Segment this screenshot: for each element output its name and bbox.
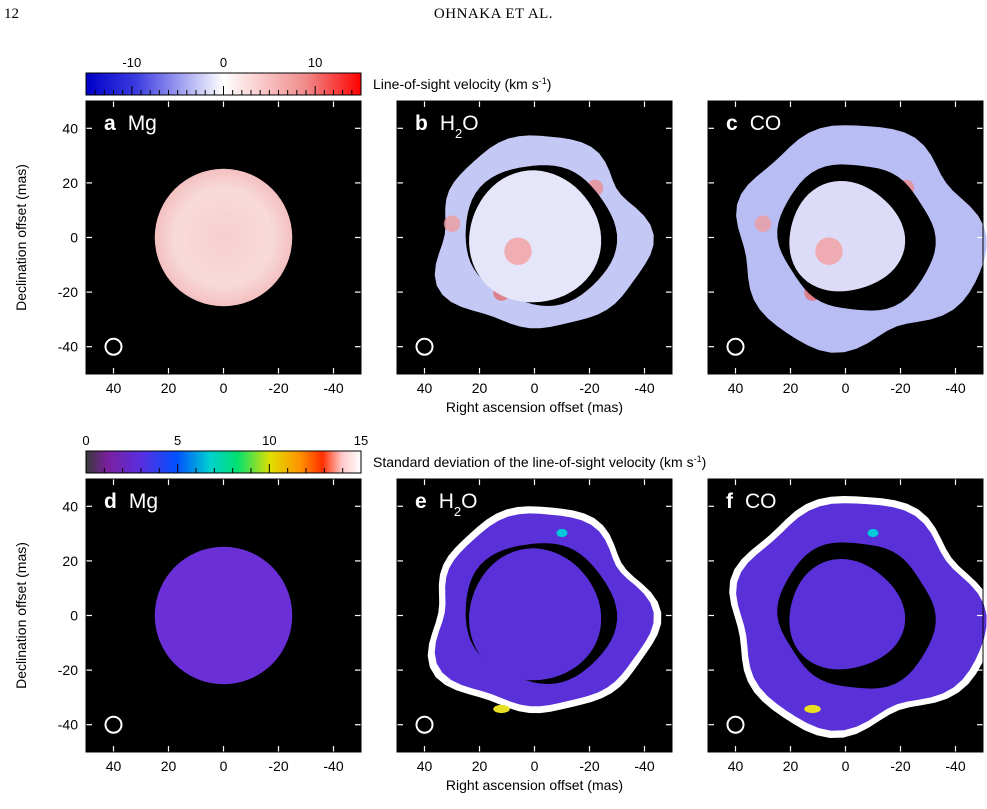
colorbar-tick-label: 0 bbox=[220, 55, 227, 70]
x-tick-label: 40 bbox=[106, 758, 122, 774]
y-tick-label: 0 bbox=[70, 608, 78, 624]
colorbar-velocity: -10 0 10 Line-of-sight velocity (km s-1) bbox=[85, 55, 551, 96]
beam-circle bbox=[726, 715, 745, 734]
velocity-feature bbox=[504, 237, 532, 265]
x-tick-label: -20 bbox=[890, 380, 910, 396]
x-tick-label: 0 bbox=[220, 758, 228, 774]
colorbar-tick-label: 0 bbox=[82, 433, 89, 448]
y-tick-label: -20 bbox=[58, 662, 78, 678]
colorbar-tick-label: 15 bbox=[354, 433, 368, 448]
stellar-disk bbox=[154, 546, 293, 685]
x-tick-label: 40 bbox=[106, 380, 122, 396]
colorbar-tick-label: -10 bbox=[122, 55, 141, 70]
colorbar-gradient bbox=[85, 450, 362, 474]
panel-d: d Mg 40 20 0 -20 -40 40 20 0 -20 -40 bbox=[58, 478, 362, 774]
y-tick-label: 20 bbox=[62, 175, 78, 191]
x-tick-label: -40 bbox=[634, 758, 654, 774]
inner-disk bbox=[789, 559, 906, 670]
velocity-feature bbox=[815, 237, 843, 265]
x-tick-label: 20 bbox=[783, 380, 799, 396]
panel-f: f CO 40 20 0 -20 -40 bbox=[707, 478, 987, 774]
colorbar-tick-label: 5 bbox=[174, 433, 181, 448]
running-head: OHNAKA ET AL. bbox=[433, 6, 554, 22]
x-tick-label: -20 bbox=[890, 758, 910, 774]
sigma-feature bbox=[493, 704, 510, 714]
x-tick-label: 0 bbox=[220, 380, 228, 396]
panel-label: d Mg bbox=[104, 490, 158, 513]
beam-circle bbox=[104, 715, 123, 734]
colorbar-tick-label: 10 bbox=[262, 433, 276, 448]
colorbar-label: Line-of-sight velocity (km s-1) bbox=[373, 76, 551, 92]
x-tick-label: 40 bbox=[417, 758, 433, 774]
y-axis-label: Declination offset (mas) bbox=[13, 542, 29, 689]
panel-b: b H2O 40 20 0 -20 -40 bbox=[396, 100, 673, 396]
panel-label: f CO bbox=[726, 490, 777, 513]
panels: a Mg 40 20 0 -20 -40 40 20 0 -20 -40 b H2O 40 20 0 -20 -40… bbox=[13, 100, 987, 793]
inner-disk bbox=[789, 181, 906, 292]
x-tick-label: 40 bbox=[417, 380, 433, 396]
x-tick-label: -40 bbox=[323, 380, 343, 396]
colorbar-sigma: 0 5 10 15 Standard deviation of the line-of-… bbox=[82, 433, 706, 474]
x-tick-label: 20 bbox=[161, 380, 177, 396]
y-tick-label: 40 bbox=[62, 498, 78, 514]
panel-label: c CO bbox=[726, 112, 781, 135]
panel-label: e H2O bbox=[415, 490, 477, 519]
x-tick-label: 0 bbox=[842, 758, 850, 774]
velocity-feature bbox=[443, 215, 461, 232]
y-tick-label: -40 bbox=[58, 339, 78, 355]
x-tick-label: -20 bbox=[268, 380, 288, 396]
colorbar-label: Standard deviation of the line-of-sight … bbox=[373, 454, 706, 470]
panel-frame bbox=[396, 478, 673, 753]
panel-frame bbox=[85, 100, 362, 375]
x-tick-label: 40 bbox=[728, 758, 744, 774]
x-axis-label: Right ascension offset (mas) bbox=[446, 399, 623, 415]
page-header: 12 OHNAKA ET AL. bbox=[0, 0, 987, 30]
beam-circle bbox=[104, 337, 123, 356]
panel-frame bbox=[707, 100, 984, 375]
page-number: 12 bbox=[4, 6, 19, 22]
panel-label: b H2O bbox=[415, 112, 479, 141]
x-tick-label: -20 bbox=[579, 758, 599, 774]
panel-frame bbox=[85, 478, 362, 753]
stellar-disk bbox=[154, 168, 293, 307]
x-tick-label: -40 bbox=[945, 380, 965, 396]
inner-disk bbox=[469, 548, 602, 681]
colorbar-tick-label: 10 bbox=[308, 55, 322, 70]
x-tick-label: 0 bbox=[531, 758, 539, 774]
x-tick-label: 20 bbox=[472, 380, 488, 396]
y-tick-label: -20 bbox=[58, 284, 78, 300]
x-tick-label: 20 bbox=[783, 758, 799, 774]
y-axis-label: Declination offset (mas) bbox=[13, 164, 29, 311]
panel-frame bbox=[396, 100, 673, 375]
beam-circle bbox=[415, 337, 434, 356]
x-tick-label: 20 bbox=[161, 758, 177, 774]
panel-e: e H2O 40 20 0 -20 -40 bbox=[396, 478, 673, 774]
velocity-feature bbox=[754, 215, 772, 232]
inner-disk bbox=[469, 170, 602, 303]
panel-c: c CO 40 20 0 -20 -40 bbox=[707, 100, 987, 396]
y-tick-label: 0 bbox=[70, 230, 78, 246]
x-tick-label: 0 bbox=[531, 380, 539, 396]
x-tick-label: -20 bbox=[268, 758, 288, 774]
panel-a: a Mg 40 20 0 -20 -40 40 20 0 -20 -40 bbox=[58, 100, 362, 396]
y-tick-label: 40 bbox=[62, 120, 78, 136]
x-tick-label: -20 bbox=[579, 380, 599, 396]
x-axis-label: Right ascension offset (mas) bbox=[446, 777, 623, 793]
x-tick-label: -40 bbox=[945, 758, 965, 774]
x-tick-label: 0 bbox=[842, 380, 850, 396]
y-tick-label: -40 bbox=[58, 717, 78, 733]
sigma-feature bbox=[556, 528, 568, 538]
x-tick-label: -40 bbox=[634, 380, 654, 396]
x-tick-label: -40 bbox=[323, 758, 343, 774]
x-tick-label: 20 bbox=[472, 758, 488, 774]
panel-frame bbox=[707, 478, 984, 753]
sigma-feature bbox=[867, 528, 879, 538]
panel-label: a Mg bbox=[104, 112, 157, 135]
beam-circle bbox=[415, 715, 434, 734]
sigma-feature bbox=[804, 704, 821, 714]
x-tick-label: 40 bbox=[728, 380, 744, 396]
y-tick-label: 20 bbox=[62, 553, 78, 569]
beam-circle bbox=[726, 337, 745, 356]
